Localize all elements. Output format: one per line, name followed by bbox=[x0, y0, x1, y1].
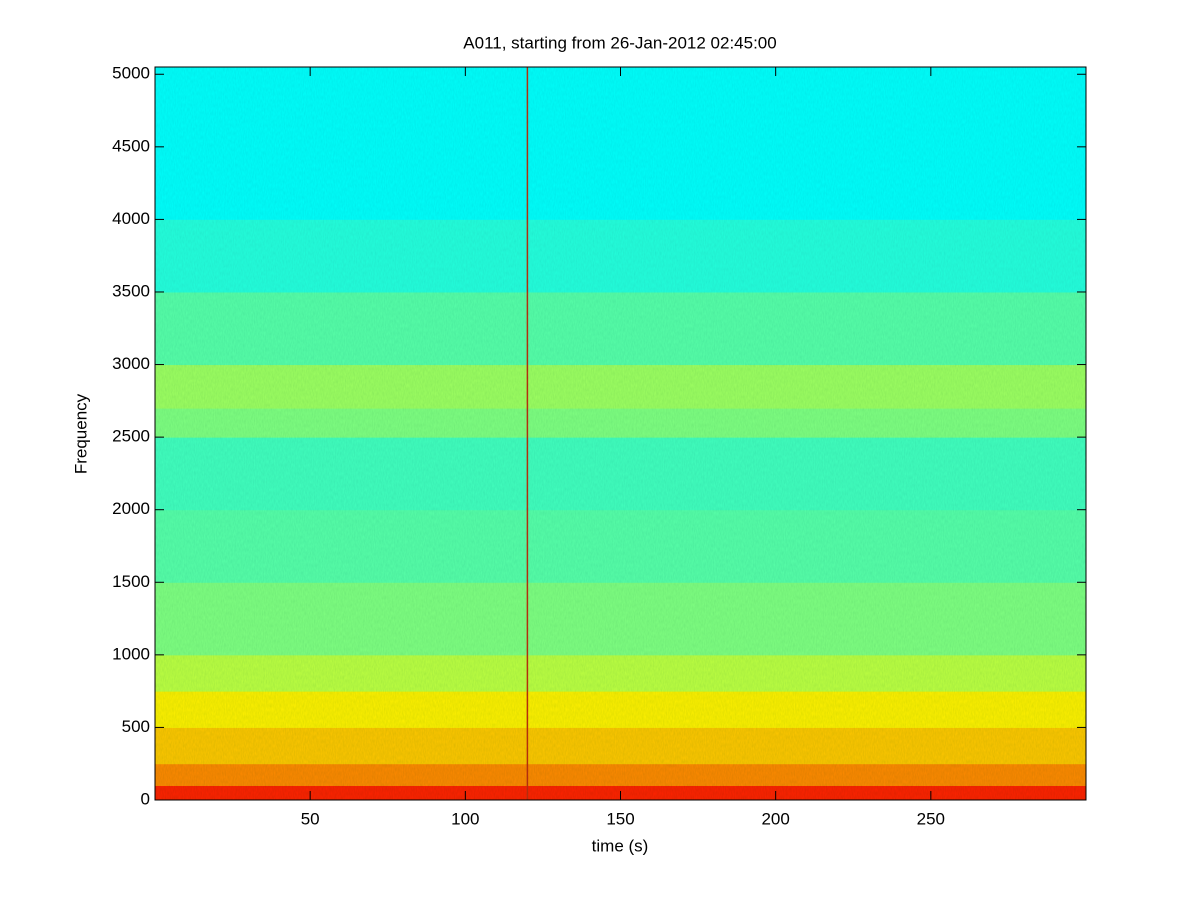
y-tick-label: 0 bbox=[141, 789, 150, 808]
spectrum-band bbox=[155, 727, 1086, 765]
y-tick-label: 1500 bbox=[112, 572, 150, 591]
x-tick-label: 100 bbox=[451, 809, 479, 828]
spectrum-band bbox=[155, 763, 1086, 786]
x-tick-label: 200 bbox=[761, 809, 789, 828]
y-tick-label: 3000 bbox=[112, 354, 150, 373]
spectrum-band bbox=[155, 691, 1086, 728]
y-axis-label: Frequency bbox=[71, 393, 90, 474]
spectrum-band bbox=[155, 67, 1086, 220]
spectrum-band bbox=[155, 219, 1086, 293]
spectrum-band bbox=[155, 509, 1086, 583]
x-tick-label: 250 bbox=[917, 809, 945, 828]
y-tick-label: 5000 bbox=[112, 64, 150, 83]
x-axis-label: time (s) bbox=[592, 836, 649, 855]
spectrum-band bbox=[155, 582, 1086, 656]
y-tick-label: 4000 bbox=[112, 209, 150, 228]
y-tick-label: 2500 bbox=[112, 427, 150, 446]
chart-title: A011, starting from 26-Jan-2012 02:45:00 bbox=[463, 33, 776, 52]
x-tick-label: 150 bbox=[606, 809, 634, 828]
y-tick-label: 3500 bbox=[112, 281, 150, 300]
spectrum-band bbox=[155, 437, 1086, 511]
spectrogram-image bbox=[155, 67, 1086, 801]
y-tick-label: 4500 bbox=[112, 136, 150, 155]
x-tick-label: 50 bbox=[301, 809, 320, 828]
y-tick-label: 1000 bbox=[112, 644, 150, 663]
y-tick-label: 2000 bbox=[112, 499, 150, 518]
spectrum-band bbox=[155, 408, 1086, 438]
spectrum-band bbox=[155, 291, 1086, 366]
y-tick-label: 500 bbox=[122, 717, 150, 736]
axes: 50 100 150 200 25005001000150020002500300035… bbox=[112, 64, 1087, 828]
spectrum-band bbox=[155, 364, 1086, 409]
spectrum-band bbox=[155, 654, 1086, 692]
